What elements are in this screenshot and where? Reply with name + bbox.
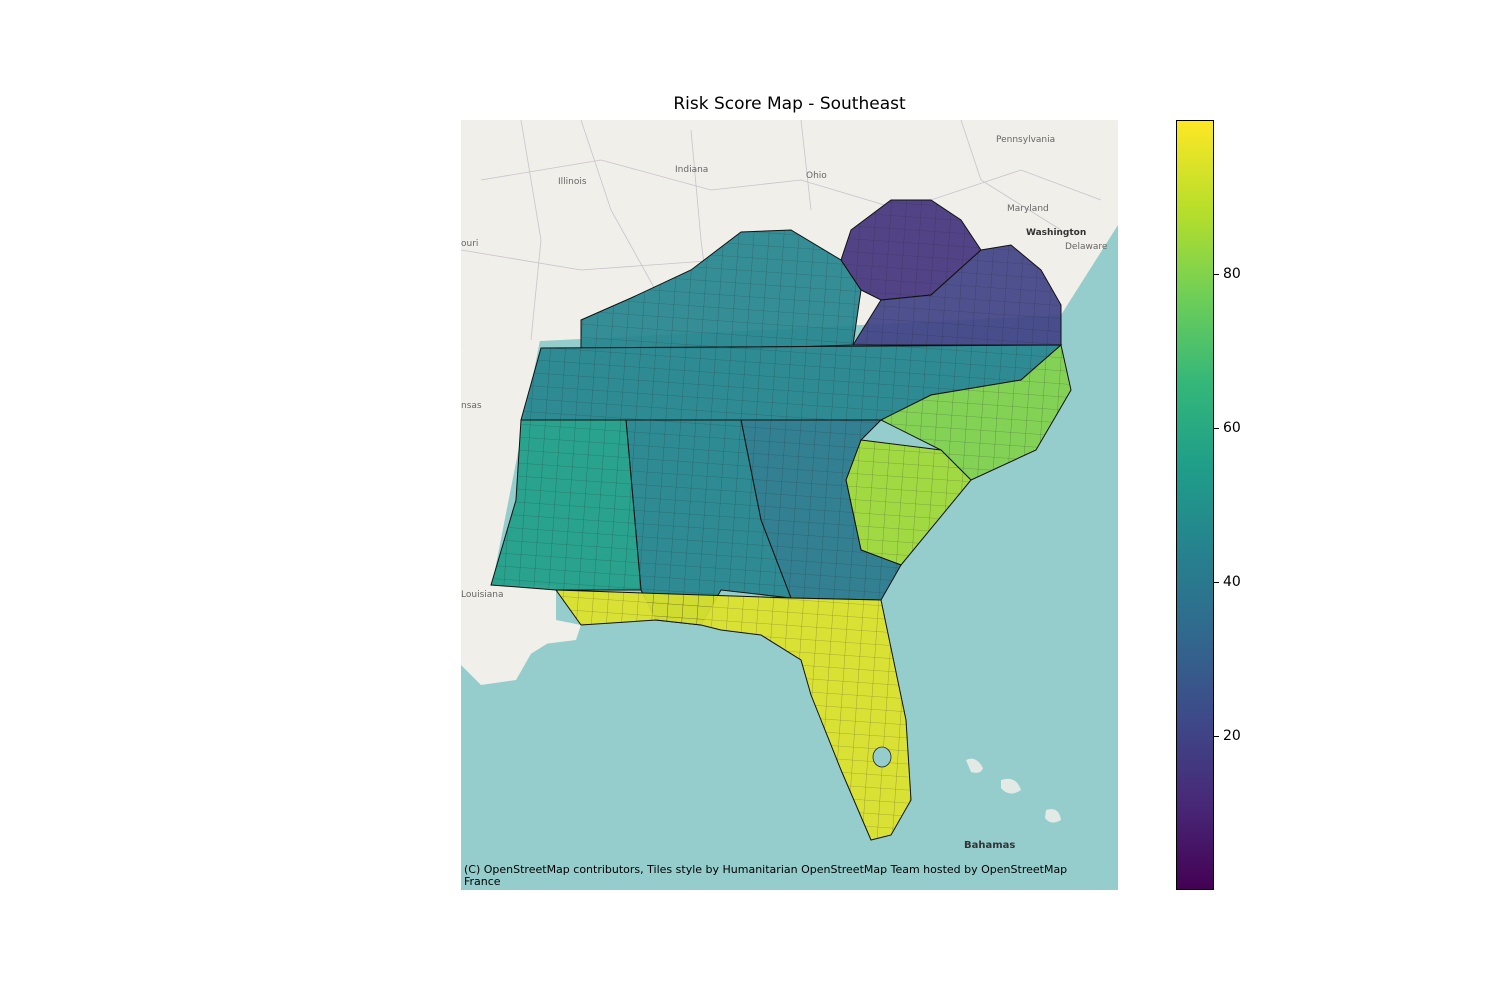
map-svg[interactable]: Pennsylvania Indiana Ohio Illinois Maryl… [461, 120, 1118, 890]
label-louisiana: Louisiana [461, 590, 504, 600]
colorbar-tick-label: 60 [1223, 420, 1241, 436]
colorbar-tick-mark [1214, 274, 1219, 275]
chart-title: Risk Score Map - Southeast [673, 94, 906, 114]
colorbar-tick-mark [1214, 582, 1219, 583]
basemap-land-west [461, 335, 553, 660]
label-bahamas: Bahamas [964, 840, 1015, 851]
label-maryland: Maryland [1007, 204, 1049, 214]
colorbar-tick-mark [1214, 428, 1219, 429]
colorbar-tick-mark [1214, 736, 1219, 737]
basemap-land-louisiana [461, 585, 581, 685]
map-panel[interactable]: Pennsylvania Indiana Ohio Illinois Maryl… [461, 120, 1118, 890]
label-delaware: Delaware [1065, 242, 1108, 252]
colorbar-tick-label: 40 [1223, 574, 1241, 590]
colorbar-tick-label: 80 [1223, 266, 1241, 282]
label-illinois: Illinois [558, 177, 587, 187]
colorbar-tick-label: 20 [1223, 728, 1241, 744]
label-washington: Washington [1026, 228, 1086, 238]
label-ohio: Ohio [806, 171, 827, 181]
basemap-bahamas [966, 758, 1061, 823]
lake-okeechobee [872, 746, 892, 768]
label-pennsylvania: Pennsylvania [996, 135, 1055, 145]
label-missouri: ouri [461, 239, 478, 249]
label-indiana: Indiana [675, 165, 708, 175]
map-attribution: (C) OpenStreetMap contributors, Tiles st… [464, 863, 1068, 888]
colorbar [1176, 120, 1214, 890]
label-arkansas: nsas [461, 401, 482, 411]
